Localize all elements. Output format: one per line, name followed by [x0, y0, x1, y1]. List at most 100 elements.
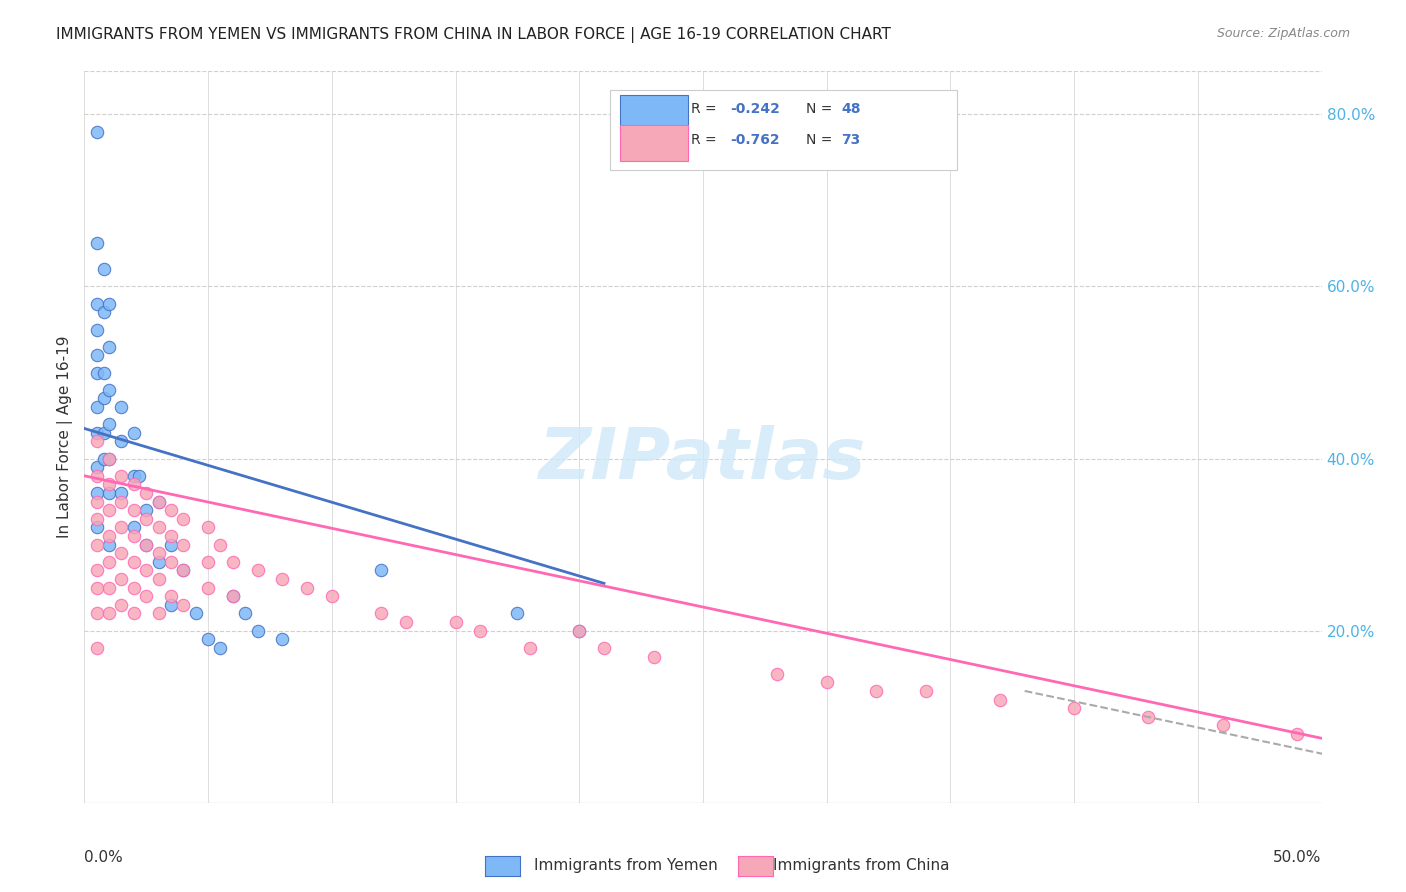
Text: 0.0%: 0.0%	[84, 850, 124, 865]
Point	[135, 564, 157, 578]
Point	[160, 503, 183, 517]
Point	[135, 538, 157, 552]
Point	[766, 666, 789, 681]
Point	[1063, 701, 1085, 715]
Point	[160, 529, 183, 543]
Point	[914, 684, 936, 698]
Point	[370, 607, 392, 621]
Point	[128, 468, 150, 483]
FancyBboxPatch shape	[610, 90, 956, 170]
Text: IMMIGRANTS FROM YEMEN VS IMMIGRANTS FROM CHINA IN LABOR FORCE | AGE 16-19 CORREL: IMMIGRANTS FROM YEMEN VS IMMIGRANTS FROM…	[56, 27, 891, 43]
Point	[86, 468, 108, 483]
Point	[148, 520, 170, 534]
Point	[209, 538, 232, 552]
Point	[470, 624, 492, 638]
Point	[1212, 718, 1234, 732]
Point	[93, 392, 115, 406]
Point	[233, 607, 256, 621]
Text: Immigrants from Yemen: Immigrants from Yemen	[534, 858, 718, 872]
Text: Source: ZipAtlas.com: Source: ZipAtlas.com	[1216, 27, 1350, 40]
Point	[222, 589, 245, 603]
Point	[86, 538, 108, 552]
Point	[197, 581, 219, 595]
Point	[93, 451, 115, 466]
FancyBboxPatch shape	[620, 95, 688, 130]
Point	[86, 296, 108, 310]
Text: 50.0%: 50.0%	[1274, 850, 1322, 865]
Point	[98, 296, 121, 310]
Point	[135, 538, 157, 552]
Point	[246, 564, 269, 578]
Point	[271, 632, 294, 647]
Point	[160, 538, 183, 552]
Point	[110, 468, 132, 483]
Point	[222, 555, 245, 569]
Point	[122, 468, 145, 483]
Point	[110, 400, 132, 414]
Point	[197, 520, 219, 534]
Point	[98, 503, 121, 517]
Point	[86, 494, 108, 508]
Point	[865, 684, 887, 698]
Point	[122, 520, 145, 534]
Point	[122, 425, 145, 440]
Point	[1285, 727, 1308, 741]
Point	[172, 564, 194, 578]
Point	[160, 598, 183, 612]
Point	[98, 477, 121, 491]
Point	[135, 503, 157, 517]
Point	[86, 236, 108, 251]
Point	[98, 555, 121, 569]
Point	[86, 486, 108, 500]
Point	[172, 598, 194, 612]
Point	[321, 589, 343, 603]
Point	[197, 632, 219, 647]
Point	[122, 607, 145, 621]
Point	[160, 555, 183, 569]
Point	[86, 640, 108, 655]
Point	[98, 607, 121, 621]
Point	[93, 262, 115, 277]
Point	[135, 512, 157, 526]
Point	[172, 512, 194, 526]
Point	[110, 434, 132, 449]
Point	[370, 564, 392, 578]
Point	[568, 624, 591, 638]
Point	[86, 366, 108, 380]
Point	[86, 581, 108, 595]
Point	[160, 589, 183, 603]
Point	[815, 675, 838, 690]
Point	[444, 615, 467, 629]
Point	[86, 348, 108, 362]
Point	[506, 607, 529, 621]
Point	[519, 640, 541, 655]
Point	[122, 555, 145, 569]
Point	[98, 538, 121, 552]
Point	[110, 572, 132, 586]
Point	[148, 555, 170, 569]
Text: N =: N =	[806, 103, 837, 116]
Point	[110, 520, 132, 534]
Point	[271, 572, 294, 586]
Point	[93, 425, 115, 440]
Point	[86, 434, 108, 449]
FancyBboxPatch shape	[620, 126, 688, 161]
Point	[172, 564, 194, 578]
Point	[93, 366, 115, 380]
Point	[148, 494, 170, 508]
Point	[122, 503, 145, 517]
Text: N =: N =	[806, 133, 837, 147]
Point	[110, 546, 132, 560]
Point	[86, 400, 108, 414]
Point	[98, 417, 121, 432]
Text: -0.242: -0.242	[730, 103, 780, 116]
Point	[86, 125, 108, 139]
Point	[110, 486, 132, 500]
Point	[184, 607, 207, 621]
Y-axis label: In Labor Force | Age 16-19: In Labor Force | Age 16-19	[58, 335, 73, 539]
Text: 48: 48	[842, 103, 860, 116]
Text: ZIPatlas: ZIPatlas	[540, 425, 866, 493]
Text: -0.762: -0.762	[730, 133, 780, 147]
Point	[222, 589, 245, 603]
Point	[135, 589, 157, 603]
